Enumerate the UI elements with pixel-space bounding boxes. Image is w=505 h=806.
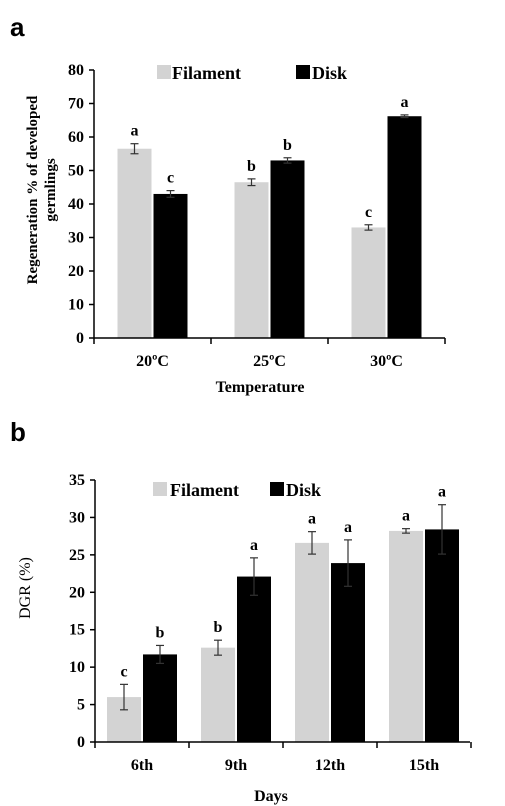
panel-b-bar-filament: [389, 530, 423, 742]
panel-a-bar-disk: [270, 160, 305, 338]
panel-b-ytick-label: 0: [77, 734, 85, 751]
panel-a-legend-disk: Disk: [312, 63, 347, 83]
panel-a-xtick-label: 20ºC: [136, 353, 169, 370]
panel-b-yaxis-ticks: 0 5 10 15 20 25 30 35: [69, 472, 95, 751]
panel-a-ytick-label: 80: [68, 62, 84, 79]
panel-b-ytick-label: 25: [69, 547, 85, 564]
panel-b-bar-filament: [201, 647, 235, 742]
panel-b-sig-letter: a: [308, 511, 316, 528]
panel-a-xaxis-ticks: 20ºC 25ºC 30ºC: [93, 338, 446, 370]
panel-b-legend-filament: Filament: [170, 480, 239, 500]
panel-a-sig-letter: b: [283, 137, 292, 154]
panel-b-bar-disk: [237, 576, 271, 742]
panel-b-sig-letter: a: [344, 519, 352, 536]
panel-b-sig-letter: b: [156, 624, 165, 641]
panel-b-ytick-label: 30: [69, 509, 85, 526]
panel-b-xtick-label: 12th: [315, 757, 345, 774]
panel-a-legend: Filament Disk: [157, 63, 347, 83]
panel-a-bars: [117, 116, 422, 338]
panel-b-bar-filament: [295, 542, 329, 742]
panel-a-yaxis-ticks: 0 10 20 30 40 50 60 70 80: [68, 62, 94, 347]
panel-a-xtick-label: 30ºC: [370, 353, 403, 370]
panel-b-ytick-label: 35: [69, 472, 85, 489]
panel-b-xtick-label: 15th: [409, 757, 439, 774]
panel-b-sig-letter: b: [214, 619, 223, 636]
panel-a-legend-filament: Filament: [172, 63, 241, 83]
panel-a: a Regeneration % of developed germlings …: [10, 12, 446, 396]
panel-b-bar-disk: [143, 654, 177, 742]
panel-a-bar-disk: [153, 193, 188, 338]
panel-a-ytick-label: 0: [76, 330, 84, 347]
panel-b-xaxis-ticks: 6th 9th 12th 15th: [94, 742, 472, 774]
panel-b-ytick-label: 5: [77, 697, 85, 714]
panel-a-ylabel-line1: Regeneration % of developed: [25, 95, 41, 284]
panel-b-sig-letter: c: [120, 663, 127, 680]
panel-b-ytick-label: 10: [69, 659, 85, 676]
panel-a-axes: [93, 70, 445, 339]
panel-b-sig-letter: a: [402, 508, 410, 525]
panel-b-legend-disk: Disk: [286, 480, 321, 500]
panel-a-ytick-label: 20: [68, 263, 84, 280]
panel-a-sig-letter: c: [167, 170, 174, 187]
panel-b-bar-disk: [331, 563, 365, 742]
panel-a-legend-swatch-filament: [157, 65, 171, 79]
panel-b-legend-swatch-disk: [270, 482, 284, 496]
panel-a-sig-letter: b: [247, 158, 256, 175]
panel-a-xlabel: Temperature: [216, 379, 305, 396]
panel-b-bar-disk: [425, 529, 459, 742]
panel-b-significance-letters: c b a a b a a a: [120, 484, 446, 681]
panel-a-ylabel: Regeneration % of developed germlings: [25, 95, 59, 284]
panel-a-xtick-label: 25ºC: [253, 353, 286, 370]
panel-a-ytick-label: 60: [68, 129, 84, 146]
panel-a-bar-filament: [351, 227, 386, 338]
panel-b-ylabel: DGR (%): [17, 557, 34, 619]
panel-b-bars: [107, 529, 459, 742]
panel-b-xtick-label: 9th: [225, 757, 247, 774]
panel-b-ytick-label: 20: [69, 584, 85, 601]
panel-b-letter: b: [10, 417, 26, 447]
panel-a-bar-filament: [234, 182, 269, 338]
panel-a-bar-disk: [387, 116, 422, 338]
panel-a-ytick-label: 50: [68, 163, 84, 180]
panel-a-ytick-label: 10: [68, 297, 84, 314]
panel-b-sig-letter: a: [438, 484, 446, 501]
panel-a-error-bars: [130, 114, 409, 231]
panel-b-sig-letter: a: [250, 537, 258, 554]
panel-a-ytick-label: 70: [68, 96, 84, 113]
panel-a-ytick-label: 40: [68, 196, 84, 213]
panel-b-xlabel: Days: [254, 788, 288, 805]
panel-a-sig-letter: a: [131, 123, 139, 140]
panel-a-sig-letter: a: [401, 94, 409, 111]
panel-b-legend: Filament Disk: [153, 480, 321, 500]
panel-a-sig-letter: c: [365, 204, 372, 221]
panel-b-xtick-label: 6th: [131, 757, 153, 774]
panel-a-ytick-label: 30: [68, 230, 84, 247]
panel-b-ytick-label: 15: [69, 622, 85, 639]
panel-a-bar-filament: [117, 148, 152, 338]
panel-a-significance-letters: a b c c b a: [131, 94, 409, 221]
panel-a-letter: a: [10, 12, 25, 42]
panel-b: b DGR (%) 0 5 10 15 20 25 30 35 c b a a b a a a 6th 9th…: [10, 417, 472, 805]
panel-b-error-bars: [120, 504, 446, 711]
panel-a-ylabel-line2: germlings: [43, 158, 59, 221]
panel-a-legend-swatch-disk: [296, 65, 310, 79]
panel-b-legend-swatch-filament: [153, 482, 167, 496]
